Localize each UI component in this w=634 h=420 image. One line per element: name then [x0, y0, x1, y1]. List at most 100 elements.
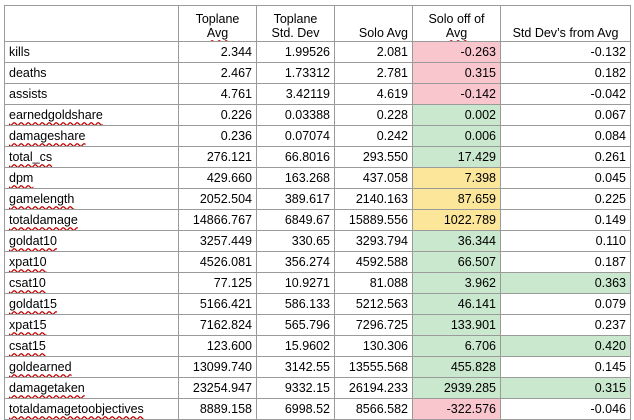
stat-name-cell: deaths	[4, 62, 179, 84]
std-devs-cell: 0.187	[500, 251, 631, 273]
stat-name-cell: xpat15	[4, 314, 179, 336]
stat-name-cell: goldearned	[4, 356, 179, 378]
stat-name-cell: totaldamage	[4, 209, 179, 231]
header-std-devs: Std Dev’s from Avg	[500, 5, 631, 42]
std-devs-cell: 0.084	[500, 125, 631, 147]
toplane-avg-cell: 0.236	[178, 125, 257, 147]
solo-avg-cell: 293.550	[334, 146, 413, 168]
std-devs-cell: 0.225	[500, 188, 631, 210]
table-row: dpm 429.660 163.268 437.058 7.398 0.045	[4, 167, 631, 189]
toplane-std-cell: 586.133	[256, 293, 335, 315]
table-row: assists 4.761 3.42119 4.619 -0.142 -0.042	[4, 83, 631, 105]
toplane-std-cell: 15.9602	[256, 335, 335, 357]
solo-avg-cell: 2140.163	[334, 188, 413, 210]
toplane-std-cell: 356.274	[256, 251, 335, 273]
std-devs-cell: -0.132	[500, 41, 631, 63]
toplane-avg-cell: 2052.504	[178, 188, 257, 210]
table-row: csat10 77.125 10.9271 81.088 3.962 0.363	[4, 272, 631, 294]
std-devs-cell: 0.145	[500, 356, 631, 378]
stat-name-cell: damageshare	[4, 125, 179, 147]
toplane-avg-cell: 7162.824	[178, 314, 257, 336]
solo-off-avg-cell: 36.344	[412, 230, 501, 252]
toplane-std-cell: 0.03388	[256, 104, 335, 126]
solo-off-avg-cell: 17.429	[412, 146, 501, 168]
solo-off-avg-cell: 7.398	[412, 167, 501, 189]
table-row: totaldamagetoobjectives 8889.158 6998.52 85…	[4, 398, 631, 420]
table-row: earnedgoldshare 0.226 0.03388 0.228 0.002 0.0…	[4, 104, 631, 126]
table-row: gamelength 2052.504 389.617 2140.163 87.659 0…	[4, 188, 631, 210]
solo-avg-cell: 8566.582	[334, 398, 413, 420]
toplane-std-cell: 3142.55	[256, 356, 335, 378]
table-row: total_cs 276.121 66.8016 293.550 17.429 0.261	[4, 146, 631, 168]
toplane-avg-cell: 3257.449	[178, 230, 257, 252]
toplane-avg-cell: 0.226	[178, 104, 257, 126]
solo-off-avg-cell: 46.141	[412, 293, 501, 315]
toplane-std-cell: 10.9271	[256, 272, 335, 294]
solo-off-avg-cell: -322.576	[412, 398, 501, 420]
toplane-avg-cell: 5166.421	[178, 293, 257, 315]
stat-name-cell: total_cs	[4, 146, 179, 168]
solo-avg-cell: 2.081	[334, 41, 413, 63]
std-devs-cell: -0.046	[500, 398, 631, 420]
solo-off-avg-cell: 0.315	[412, 62, 501, 84]
table-row: damageshare 0.236 0.07074 0.242 0.006 0.084	[4, 125, 631, 147]
table-row: goldat15 5166.421 586.133 5212.563 46.141 0.0…	[4, 293, 631, 315]
stat-name-cell: csat15	[4, 335, 179, 357]
toplane-avg-cell: 2.344	[178, 41, 257, 63]
toplane-std-cell: 3.42119	[256, 83, 335, 105]
toplane-std-cell: 1.99526	[256, 41, 335, 63]
solo-avg-cell: 4592.588	[334, 251, 413, 273]
table-row: goldat10 3257.449 330.65 3293.794 36.344 0.11…	[4, 230, 631, 252]
toplane-std-cell: 6849.67	[256, 209, 335, 231]
stat-name-cell: totaldamagetoobjectives	[4, 398, 179, 420]
solo-off-avg-cell: -0.263	[412, 41, 501, 63]
stat-name-cell: assists	[4, 83, 179, 105]
header-row: Toplane Avg Toplane Std. Dev Solo Avg Solo…	[4, 5, 631, 42]
stat-name-cell: gamelength	[4, 188, 179, 210]
std-devs-cell: 0.079	[500, 293, 631, 315]
stat-name-cell: goldat10	[4, 230, 179, 252]
toplane-std-cell: 389.617	[256, 188, 335, 210]
std-devs-cell: 0.067	[500, 104, 631, 126]
std-devs-cell: 0.315	[500, 377, 631, 399]
toplane-std-cell: 163.268	[256, 167, 335, 189]
stat-name-cell: xpat10	[4, 251, 179, 273]
solo-off-avg-cell: 6.706	[412, 335, 501, 357]
header-stat	[4, 5, 179, 42]
std-devs-cell: 0.261	[500, 146, 631, 168]
solo-avg-cell: 13555.568	[334, 356, 413, 378]
std-devs-cell: -0.042	[500, 83, 631, 105]
table-row: deaths 2.467 1.73312 2.781 0.315 0.182	[4, 62, 631, 84]
solo-avg-cell: 7296.725	[334, 314, 413, 336]
stat-name-cell: kills	[4, 41, 179, 63]
solo-avg-cell: 0.242	[334, 125, 413, 147]
solo-avg-cell: 437.058	[334, 167, 413, 189]
solo-off-avg-cell: 455.828	[412, 356, 501, 378]
solo-off-avg-cell: -0.142	[412, 83, 501, 105]
table-row: xpat10 4526.081 356.274 4592.588 66.507 0.187	[4, 251, 631, 273]
stat-name-cell: damagetaken	[4, 377, 179, 399]
solo-off-avg-cell: 133.901	[412, 314, 501, 336]
toplane-avg-cell: 429.660	[178, 167, 257, 189]
std-devs-cell: 0.237	[500, 314, 631, 336]
solo-avg-cell: 4.619	[334, 83, 413, 105]
solo-off-avg-cell: 87.659	[412, 188, 501, 210]
std-devs-cell: 0.420	[500, 335, 631, 357]
solo-avg-cell: 5212.563	[334, 293, 413, 315]
solo-avg-cell: 81.088	[334, 272, 413, 294]
toplane-std-cell: 330.65	[256, 230, 335, 252]
table-row: totaldamage 14866.767 6849.67 15889.556 1022…	[4, 209, 631, 231]
toplane-avg-cell: 123.600	[178, 335, 257, 357]
std-devs-cell: 0.149	[500, 209, 631, 231]
header-toplane-std: Toplane Std. Dev	[256, 5, 335, 42]
solo-off-avg-cell: 66.507	[412, 251, 501, 273]
toplane-avg-cell: 4526.081	[178, 251, 257, 273]
solo-avg-cell: 3293.794	[334, 230, 413, 252]
std-devs-cell: 0.110	[500, 230, 631, 252]
header-solo-avg: Solo Avg	[334, 5, 413, 42]
toplane-std-cell: 9332.15	[256, 377, 335, 399]
solo-off-avg-cell: 1022.789	[412, 209, 501, 231]
table-row: csat15 123.600 15.9602 130.306 6.706 0.420	[4, 335, 631, 357]
stat-name-cell: csat10	[4, 272, 179, 294]
toplane-std-cell: 0.07074	[256, 125, 335, 147]
